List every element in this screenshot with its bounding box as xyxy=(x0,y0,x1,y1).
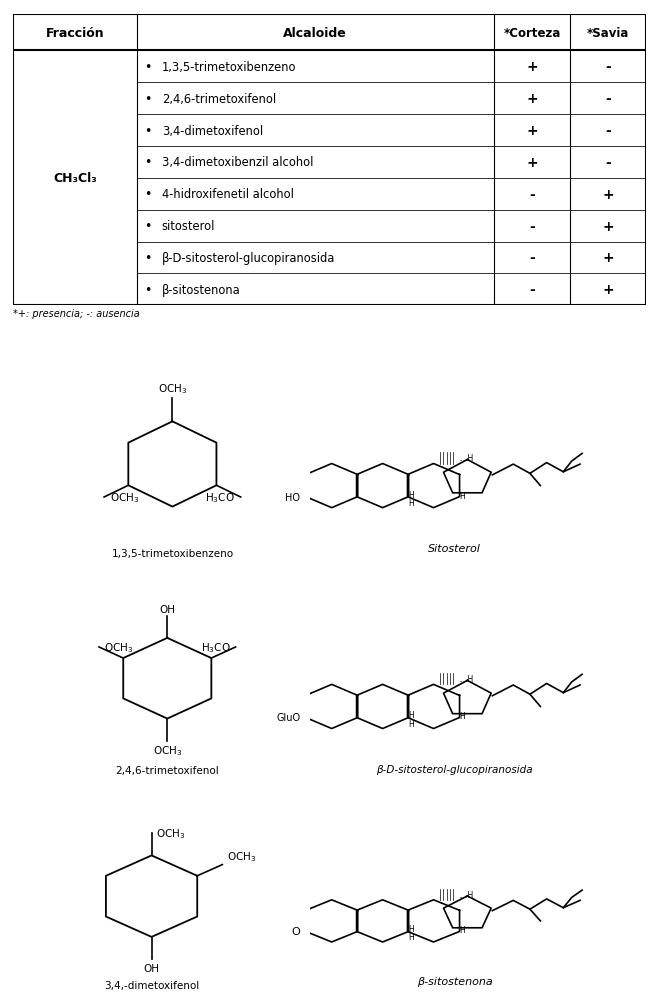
Text: β-sitostenona: β-sitostenona xyxy=(417,976,492,986)
Text: Fracción: Fracción xyxy=(45,27,104,40)
Text: ....H: ....H xyxy=(458,674,473,683)
Text: *Corteza: *Corteza xyxy=(503,27,561,40)
Text: H: H xyxy=(408,498,414,508)
Text: H: H xyxy=(408,490,414,499)
Text: H: H xyxy=(459,926,465,935)
Text: +: + xyxy=(602,283,614,297)
Text: Alcaloide: Alcaloide xyxy=(283,27,347,40)
Text: •: • xyxy=(144,189,152,201)
Text: +: + xyxy=(526,92,538,106)
Text: 1,3,5-trimetoxibenzeno: 1,3,5-trimetoxibenzeno xyxy=(111,549,233,559)
Text: H: H xyxy=(408,711,414,720)
Text: -: - xyxy=(605,60,611,74)
Text: H: H xyxy=(408,719,414,728)
Text: +: + xyxy=(526,155,538,170)
Text: •: • xyxy=(144,252,152,265)
Text: OCH$_3$: OCH$_3$ xyxy=(104,641,134,654)
Text: *Savia: *Savia xyxy=(587,27,629,40)
Text: •: • xyxy=(144,124,152,137)
Text: H: H xyxy=(459,491,465,500)
Text: •: • xyxy=(144,220,152,233)
Text: CH₃Cl₃: CH₃Cl₃ xyxy=(53,173,97,186)
Text: -: - xyxy=(529,188,535,202)
Text: β-D-sitosterol-glucopiranosida: β-D-sitosterol-glucopiranosida xyxy=(376,764,533,774)
Text: 4-hidroxifenetil alcohol: 4-hidroxifenetil alcohol xyxy=(162,189,294,201)
Text: -: - xyxy=(605,124,611,138)
Text: β-D-sitosterol-glucopiranosida: β-D-sitosterol-glucopiranosida xyxy=(162,252,335,265)
Text: •: • xyxy=(144,284,152,297)
Text: -: - xyxy=(605,92,611,106)
Text: Sitosterol: Sitosterol xyxy=(428,544,481,554)
Text: H: H xyxy=(408,925,414,934)
Text: GluO: GluO xyxy=(276,713,301,723)
Text: 3,4,-dimetoxifenol: 3,4,-dimetoxifenol xyxy=(104,980,199,990)
Text: OCH$_3$: OCH$_3$ xyxy=(158,382,187,395)
Text: ....H: ....H xyxy=(458,453,473,462)
Text: •: • xyxy=(144,61,152,74)
Text: OCH$_3$: OCH$_3$ xyxy=(156,826,185,841)
Text: +: + xyxy=(602,188,614,202)
Text: +: + xyxy=(526,60,538,74)
Text: 3,4-dimetoxibenzil alcohol: 3,4-dimetoxibenzil alcohol xyxy=(162,156,313,170)
Text: 2,4,6-trimetoxifenol: 2,4,6-trimetoxifenol xyxy=(115,765,219,775)
Text: -: - xyxy=(529,251,535,265)
Text: -: - xyxy=(529,220,535,234)
Text: 1,3,5-trimetoxibenzeno: 1,3,5-trimetoxibenzeno xyxy=(162,61,297,74)
Text: 2,4,6-trimetoxifenol: 2,4,6-trimetoxifenol xyxy=(162,92,276,105)
Text: •: • xyxy=(144,156,152,170)
Text: +: + xyxy=(526,124,538,138)
Text: H$_3$CO: H$_3$CO xyxy=(205,490,235,505)
Text: -: - xyxy=(605,155,611,170)
Text: O: O xyxy=(292,927,301,937)
Text: +: + xyxy=(602,220,614,234)
Text: OCH$_3$: OCH$_3$ xyxy=(110,490,140,505)
Text: 3,4-dimetoxifenol: 3,4-dimetoxifenol xyxy=(162,124,263,137)
Text: HO: HO xyxy=(285,492,301,503)
Text: OH: OH xyxy=(159,604,175,614)
Text: +: + xyxy=(602,251,614,265)
Text: •: • xyxy=(144,92,152,105)
Text: H$_3$CO: H$_3$CO xyxy=(201,641,231,654)
Text: OH: OH xyxy=(144,964,159,973)
Text: H: H xyxy=(408,933,414,942)
Text: OCH$_3$: OCH$_3$ xyxy=(153,743,182,757)
Text: H: H xyxy=(459,712,465,721)
Text: sitosterol: sitosterol xyxy=(162,220,215,233)
Text: *+: presencia; -: ausencia: *+: presencia; -: ausencia xyxy=(13,309,140,319)
Text: ....H: ....H xyxy=(458,890,473,899)
Text: OCH$_3$: OCH$_3$ xyxy=(227,849,256,863)
Text: -: - xyxy=(529,283,535,297)
Text: β-sitostenona: β-sitostenona xyxy=(162,284,241,297)
